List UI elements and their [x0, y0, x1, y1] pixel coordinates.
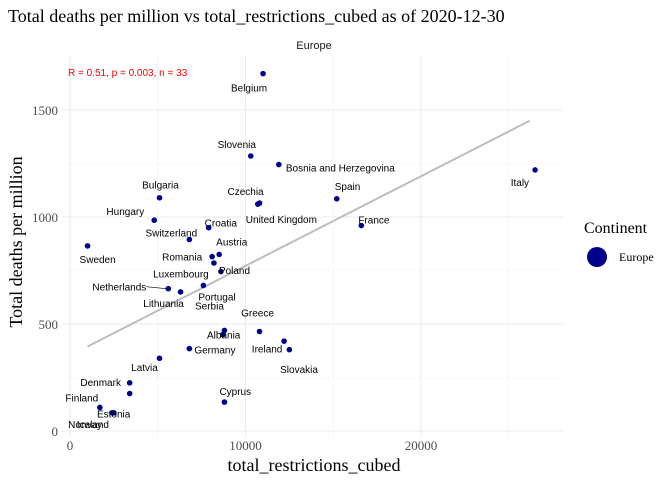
point-label-czechia: Czechia	[227, 187, 264, 198]
x-tick-label: 10000	[229, 438, 262, 453]
point-label-netherlands: Netherlands	[92, 283, 146, 294]
point-united-kingdom	[254, 201, 261, 207]
point-portugal	[200, 282, 207, 289]
point-label-croatia: Croatia	[205, 219, 238, 230]
y-axis-label: Total deaths per million	[6, 156, 26, 327]
point-label-latvia: Latvia	[131, 363, 158, 374]
point-bosnia-and-herzegovina	[276, 161, 282, 168]
point-finland	[97, 404, 103, 411]
point-label-slovakia: Slovakia	[280, 365, 318, 376]
point-label-albania: Albania	[207, 331, 241, 342]
y-tick-label: 500	[39, 317, 59, 332]
point-switzerland	[186, 236, 193, 243]
point-label-united-kingdom: United Kingdom	[246, 215, 317, 226]
grid	[62, 56, 562, 438]
point-label-switzerland: Switzerland	[145, 228, 197, 239]
point-france	[358, 222, 365, 229]
trend-line-layer	[87, 119, 531, 348]
point-label-poland: Poland	[219, 266, 250, 277]
point-label-ireland: Ireland	[252, 345, 283, 356]
point-sweden	[84, 243, 91, 249]
point-label-slovenia: Slovenia	[218, 140, 257, 151]
y-tick-label: 0	[52, 424, 59, 439]
chart-title: Total deaths per million vs total_restri…	[8, 6, 505, 26]
point-label-italy: Italy	[511, 178, 529, 189]
point-label-sweden: Sweden	[80, 255, 116, 266]
trend-line	[87, 119, 531, 348]
point-denmark	[126, 380, 133, 386]
stats-annotation: R = 0.51, p = 0.003, n = 33	[68, 68, 188, 79]
point-label-denmark: Denmark	[80, 378, 122, 389]
point-label-cyprus: Cyprus	[219, 387, 251, 398]
point-label-bosnia-and-herzegovina: Bosnia and Herzegovina	[286, 164, 395, 175]
point-poland	[211, 260, 217, 266]
point-label-estonia: Estonia	[97, 410, 131, 421]
point-croatia	[205, 224, 212, 231]
point-label-spain: Spain	[335, 182, 361, 193]
point-label-norway: Norway	[68, 420, 102, 431]
point-label-luxembourg: Luxembourg	[153, 270, 209, 281]
x-axis-ticks: 0 10000 20000	[67, 438, 438, 453]
point-greece	[256, 328, 263, 335]
legend-key-europe	[587, 247, 607, 267]
legend: Continent Europe	[584, 220, 654, 267]
point-albania	[219, 331, 226, 338]
point-luxembourg	[218, 268, 224, 275]
point-ireland	[286, 346, 293, 353]
point-netherlands	[165, 285, 172, 292]
point-label-france: France	[358, 216, 390, 227]
point-label-lithuania: Lithuania	[143, 299, 184, 310]
point-iceland	[111, 410, 117, 416]
point-estonia	[126, 390, 133, 397]
point-label-greece: Greece	[241, 308, 274, 319]
point-label-portugal: Portugal	[198, 292, 235, 303]
point-romania	[209, 253, 215, 260]
point-bulgaria	[156, 194, 163, 201]
point-label-austria: Austria	[216, 237, 248, 248]
point-cyprus	[221, 399, 228, 405]
legend-label-europe: Europe	[619, 250, 654, 264]
point-austria	[216, 251, 222, 258]
x-tick-label: 20000	[405, 438, 438, 453]
point-slovakia	[281, 338, 287, 344]
point-label-hungary: Hungary	[106, 207, 144, 218]
point-labels: Belgium Slovenia Bosnia and Herzegovina Ita…	[65, 84, 529, 431]
point-label-belgium: Belgium	[231, 84, 267, 95]
y-axis-ticks: 0 500 1000 1500	[32, 103, 58, 439]
leader-line-netherlands	[146, 286, 167, 290]
point-serbia	[221, 327, 228, 334]
y-tick-label: 1500	[32, 103, 58, 118]
facet-label: Europe	[296, 40, 331, 52]
legend-title: Continent	[584, 220, 648, 237]
point-label-serbia: Serbia	[195, 301, 224, 312]
point-label-germany: Germany	[194, 346, 235, 357]
x-tick-label: 0	[67, 438, 74, 453]
point-lithuania	[177, 289, 184, 295]
data-points	[84, 70, 538, 416]
point-label-finland: Finland	[65, 393, 98, 404]
point-label-romania: Romania	[162, 253, 202, 264]
point-label-iceland: Iceland	[77, 420, 109, 431]
y-tick-label: 1000	[32, 210, 58, 225]
point-italy	[532, 167, 538, 173]
x-axis-label: total_restrictions_cubed	[228, 455, 401, 475]
point-latvia	[156, 355, 163, 362]
point-label-bulgaria: Bulgaria	[142, 181, 179, 192]
point-spain	[333, 196, 340, 202]
point-hungary	[151, 217, 158, 224]
point-slovenia	[247, 153, 254, 159]
point-belgium	[260, 70, 266, 77]
point-germany	[186, 345, 193, 352]
